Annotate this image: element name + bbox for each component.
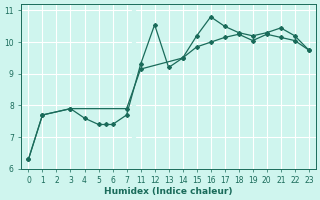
X-axis label: Humidex (Indice chaleur): Humidex (Indice chaleur) — [104, 187, 233, 196]
